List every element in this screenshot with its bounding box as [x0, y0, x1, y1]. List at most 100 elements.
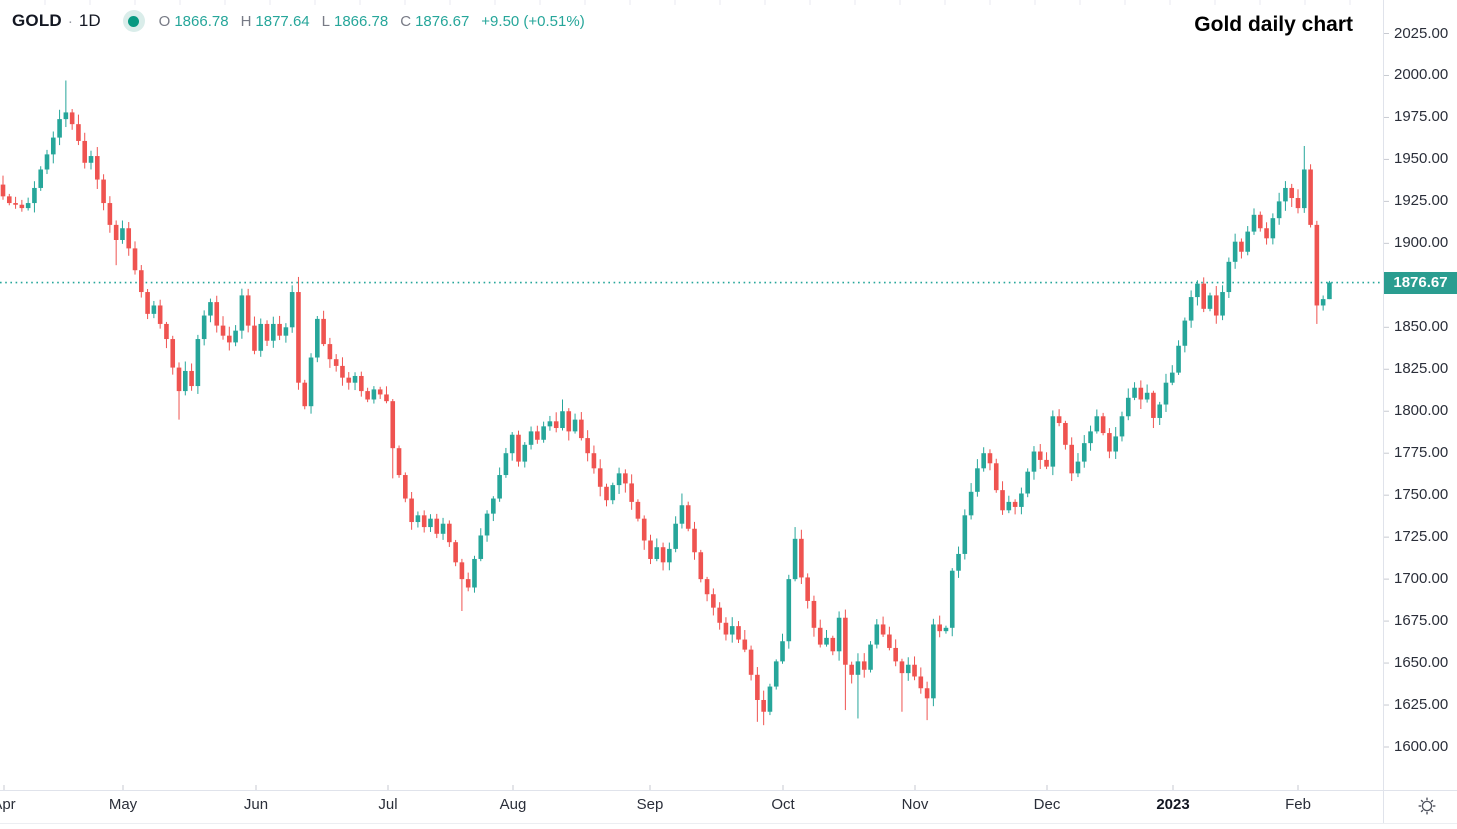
price-axis-label: 1625.00 — [1394, 696, 1449, 714]
candle — [302, 379, 308, 410]
candle — [340, 357, 345, 386]
candle — [1088, 425, 1093, 451]
candle — [1169, 365, 1175, 386]
candle — [780, 633, 785, 664]
candle — [264, 320, 270, 346]
candle — [1056, 409, 1062, 427]
candle — [572, 413, 578, 434]
high-value: 1877.64 — [255, 12, 310, 30]
candle — [139, 265, 144, 298]
candle — [478, 528, 484, 562]
price-axis-label: 1725.00 — [1394, 528, 1449, 546]
candle — [641, 515, 647, 550]
candle — [321, 310, 326, 347]
candle — [1314, 220, 1320, 324]
candle — [855, 653, 861, 719]
candle — [1000, 481, 1005, 515]
candle — [76, 114, 81, 146]
candle — [711, 588, 716, 616]
candle — [817, 619, 823, 648]
candle — [208, 298, 213, 323]
time-axis-label: 2023 — [1156, 796, 1190, 813]
candle — [396, 445, 402, 478]
candle — [38, 166, 44, 191]
candle — [151, 300, 157, 319]
time-axis-label: Apr — [0, 796, 16, 813]
candle — [516, 430, 521, 467]
candle — [409, 492, 414, 530]
candle — [157, 299, 163, 329]
time-axis-label: Jun — [243, 796, 269, 813]
candle — [1308, 164, 1313, 228]
price-axis-label: 2025.00 — [1394, 24, 1449, 42]
candle — [597, 459, 603, 497]
candle — [44, 149, 50, 175]
candle — [371, 386, 377, 404]
time-axis-label: Aug — [499, 796, 527, 813]
candle — [183, 361, 188, 396]
current-price-badge: 1876.67 — [1384, 271, 1457, 294]
candle — [220, 316, 226, 340]
interval-label[interactable]: 1D — [78, 11, 101, 30]
candle — [484, 510, 490, 542]
candle — [528, 426, 534, 450]
candle — [591, 445, 597, 474]
candle — [704, 576, 710, 602]
candle — [773, 659, 779, 690]
candle — [868, 641, 873, 673]
candle — [1006, 495, 1012, 514]
axis-settings-button[interactable] — [1413, 794, 1441, 818]
candle — [421, 510, 427, 533]
candle — [1270, 213, 1276, 245]
candle — [50, 131, 56, 164]
candle — [912, 656, 917, 681]
candle — [201, 310, 207, 346]
candle — [227, 326, 232, 351]
candle — [69, 109, 75, 130]
candle — [359, 371, 364, 397]
candle — [1081, 435, 1087, 468]
price-axis-label: 1750.00 — [1394, 486, 1449, 504]
candle — [283, 323, 289, 343]
candle — [25, 197, 31, 211]
candle — [296, 276, 301, 390]
high-label: H — [240, 12, 252, 30]
candle — [975, 459, 980, 497]
candle — [384, 386, 389, 404]
price-axis-label: 1700.00 — [1394, 570, 1449, 588]
series-dot-icon — [122, 10, 145, 32]
candle — [698, 549, 704, 583]
candle — [333, 354, 339, 372]
time-axis-label: Feb — [1285, 796, 1311, 813]
price-axis-border — [1383, 0, 1384, 824]
candle — [717, 602, 722, 630]
candle — [1132, 382, 1137, 401]
candle — [289, 285, 295, 333]
chart-title: Gold daily chart — [1194, 13, 1353, 36]
candle — [981, 447, 986, 472]
close-label: C — [400, 12, 412, 30]
candle — [616, 467, 622, 494]
candle — [1025, 468, 1030, 498]
candle — [692, 521, 697, 560]
candle — [1295, 189, 1301, 214]
candle — [164, 321, 169, 349]
candle — [57, 109, 62, 146]
candle — [673, 516, 678, 553]
candle — [1063, 420, 1068, 450]
candle — [390, 399, 396, 479]
candle — [729, 617, 735, 643]
candle — [535, 425, 540, 444]
candle — [1264, 222, 1269, 245]
candle — [1075, 453, 1081, 478]
candle — [685, 501, 691, 532]
candle — [861, 653, 867, 678]
time-axis-label: May — [108, 796, 138, 813]
candle — [352, 372, 358, 391]
candle — [1207, 292, 1213, 312]
candle — [748, 645, 754, 681]
candle — [755, 667, 760, 722]
symbol-name[interactable]: GOLD — [12, 11, 62, 30]
candle — [503, 447, 509, 478]
